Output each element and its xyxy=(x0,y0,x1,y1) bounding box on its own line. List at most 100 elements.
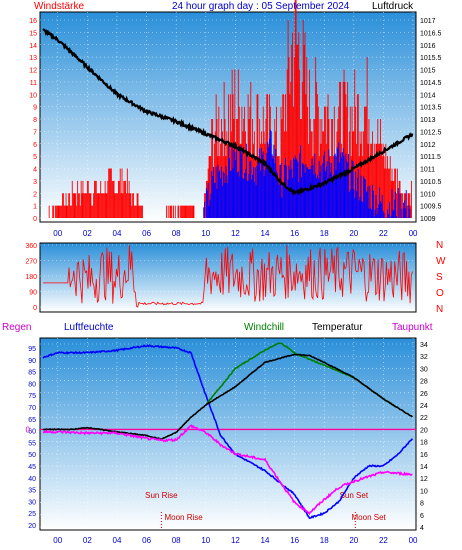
wind-tick-label: 12 xyxy=(29,68,37,75)
temperature-line xyxy=(42,353,413,441)
humidity-tick-label: 25 xyxy=(28,511,36,518)
hour-label: 04 xyxy=(113,229,122,238)
temperature-tick-label: 10 xyxy=(420,488,428,495)
temperature-tick-label: 8 xyxy=(420,501,424,508)
hour-label: 00 xyxy=(53,229,62,238)
temperature-tick-label: 34 xyxy=(420,342,428,349)
wind-tick-label: 9 xyxy=(33,105,37,112)
wind-direction-line xyxy=(43,244,413,308)
humidity-tick-label: 90 xyxy=(28,358,36,365)
wind-tick-label: 16 xyxy=(29,18,37,25)
dewpoint-label: Taupunkt xyxy=(392,322,433,333)
humidity-tick-label: 85 xyxy=(28,370,36,377)
humidity-tick-label: 60 xyxy=(28,429,36,436)
humidity-tick-label: 80 xyxy=(28,381,36,388)
pressure-tick-label: 1010.5 xyxy=(420,179,442,186)
hour-label: 10 xyxy=(201,229,210,238)
wind-tick-label: 8 xyxy=(33,117,37,124)
pressure-tick-label: 1011.5 xyxy=(420,154,441,161)
direction-letter: O xyxy=(436,288,444,299)
temperature-tick-label: 14 xyxy=(420,464,428,471)
hour-label: 22 xyxy=(379,229,388,238)
pressure-tick-label: 1016 xyxy=(420,43,436,50)
humidity-label: Luftfeuchte xyxy=(64,322,114,333)
wind-tick-label: 15 xyxy=(29,30,37,37)
temperature-tick-label: 28 xyxy=(420,379,428,386)
humidity-tick-label: 20 xyxy=(28,523,36,530)
hour-label-bottom: 14 xyxy=(261,536,270,545)
pressure-tick-label: 1013 xyxy=(420,117,436,124)
humidity-tick-label: 35 xyxy=(28,488,36,495)
hour-label-bottom: 06 xyxy=(142,536,151,545)
pressure-tick-label: 1013.5 xyxy=(420,105,442,112)
pressure-tick-label: 1012 xyxy=(420,142,436,149)
temperature-tick-label: 12 xyxy=(420,476,428,483)
temperature-tick-label: 22 xyxy=(420,415,428,422)
humidity-tick-label: 55 xyxy=(28,440,36,447)
moonset-label: Moon Set xyxy=(352,513,387,522)
wind-tick-label: 4 xyxy=(33,167,37,174)
humidity-tick-label: 95 xyxy=(28,346,36,353)
temperature-tick-label: 24 xyxy=(420,403,428,410)
pressure-tick-label: 1009.5 xyxy=(420,204,442,211)
hour-label-bottom: 04 xyxy=(113,536,122,545)
wind-tick-label: 6 xyxy=(33,142,37,149)
wind-tick-label: 14 xyxy=(29,43,37,50)
pressure-tick-label: 1015 xyxy=(420,68,436,75)
wind-tick-label: 10 xyxy=(29,92,37,99)
hour-label-bottom: 08 xyxy=(172,536,181,545)
hour-label-bottom: 16 xyxy=(290,536,299,545)
pressure-tick-label: 1010 xyxy=(420,191,436,198)
humidity-tick-label: 75 xyxy=(28,393,36,400)
humidity-tick-label: 30 xyxy=(28,499,36,506)
hour-label: 20 xyxy=(349,229,358,238)
hour-label-bottom: 02 xyxy=(83,536,92,545)
hour-label-bottom: 00 xyxy=(53,536,62,545)
pressure-tick-label: 1009 xyxy=(420,216,436,223)
direction-letter: N xyxy=(436,304,443,315)
direction-tick-label: 180 xyxy=(25,274,37,281)
hour-label: 06 xyxy=(142,229,151,238)
hour-label-bottom: 00 xyxy=(409,536,418,545)
temperature-tick-label: 32 xyxy=(420,354,428,361)
wind-tick-label: 13 xyxy=(29,55,37,62)
temperature-tick-label: 4 xyxy=(420,525,424,532)
humidity-tick-label: 50 xyxy=(28,452,36,459)
pressure-axis-title: Luftdruck xyxy=(372,1,414,12)
hour-label-bottom: 18 xyxy=(320,536,329,545)
wind-tick-label: 3 xyxy=(33,179,37,186)
hour-label: 12 xyxy=(231,229,240,238)
pressure-tick-label: 1012.5 xyxy=(420,129,442,136)
temperature-tick-label: 16 xyxy=(420,452,428,459)
direction-tick-label: 270 xyxy=(25,259,37,266)
direction-tick-label: 0 xyxy=(33,305,37,312)
humidity-tick-label: 65 xyxy=(28,417,36,424)
hour-label-bottom: 10 xyxy=(201,536,210,545)
pressure-tick-label: 1014 xyxy=(420,92,436,99)
hour-label: 14 xyxy=(261,229,270,238)
rain-label: Regen xyxy=(2,322,31,333)
direction-letter: S xyxy=(436,272,443,283)
sunrise-label: Sun Rise xyxy=(145,491,178,500)
pressure-tick-label: 1017 xyxy=(420,18,436,25)
dewpoint-line xyxy=(42,424,413,516)
temperature-plot-area xyxy=(39,337,417,531)
wind-tick-label: 11 xyxy=(30,80,37,87)
hour-label: 00 xyxy=(409,229,418,238)
temperature-tick-label: 26 xyxy=(420,391,428,398)
direction-tick-label: 360 xyxy=(25,243,37,250)
moonrise-label: Moon Rise xyxy=(164,513,203,522)
humidity-tick-label: 45 xyxy=(28,464,36,471)
temperature-tick-label: 20 xyxy=(420,427,428,434)
temperature-tick-label: 6 xyxy=(420,513,424,520)
direction-letter: W xyxy=(436,256,446,267)
hour-label-bottom: 12 xyxy=(231,536,240,545)
direction-letter: N xyxy=(436,240,443,251)
temperature-tick-label: 30 xyxy=(420,366,428,373)
temperature-tick-label: 18 xyxy=(420,440,428,447)
hour-label: 08 xyxy=(172,229,181,238)
wind-tick-label: 1 xyxy=(33,204,37,211)
sunset-label: Sun Set xyxy=(340,491,369,500)
windchill-label: Windchill xyxy=(244,322,284,333)
wind-tick-label: 2 xyxy=(33,191,37,198)
